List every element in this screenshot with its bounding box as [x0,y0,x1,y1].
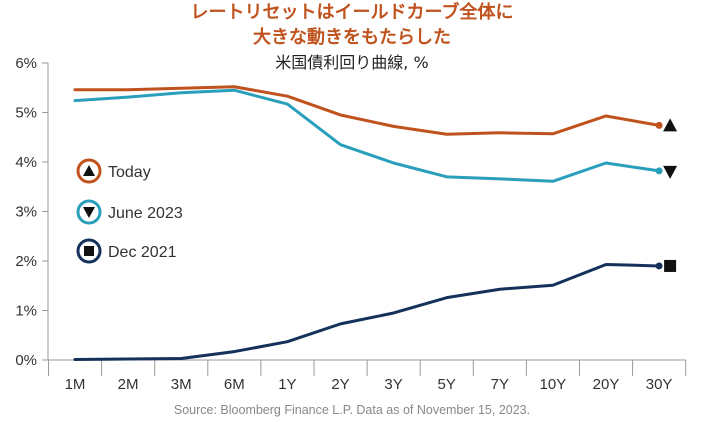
triangle-up-icon [83,165,95,176]
square-icon [84,246,94,256]
x-tick-label: 2Y [331,376,349,393]
y-tick-label: 1% [15,303,37,320]
x-tick-label: 2M [118,376,139,393]
x-tick-label: 1Y [278,376,296,393]
chart-title-line2: 大きな動きをもたらした [253,26,451,48]
x-tick-label: 6M [224,376,245,393]
y-tick-label: 0% [15,352,37,369]
legend-item: June 2023 [76,199,183,225]
x-tick-label: 7Y [491,376,509,393]
legend-label: Dec 2021 [108,244,177,261]
series-end-dot-june-2023 [655,167,663,175]
end-marker-triangle-up-icon [663,118,678,132]
series-line-dec-2021 [73,262,661,362]
legend: Today June 2023 Dec 2021 [76,158,183,264]
y-tick-label: 6% [15,55,37,72]
y-tick-label: 3% [15,204,37,221]
chart-subtitle: 米国債利回り曲線, % [275,53,428,72]
x-tick-label: 5Y [438,376,456,393]
x-tick-label: 20Y [593,376,620,393]
x-tick-label: 1M [65,376,86,393]
y-tick-label: 5% [15,105,37,122]
legend-item: Today [76,158,151,184]
triangle-down-icon [83,207,95,218]
x-tick-label: 10Y [540,376,567,393]
series-end-dot-today [655,121,663,129]
x-tick-label: 3M [171,376,192,393]
series-layer [73,85,663,362]
legend-item: Dec 2021 [76,238,177,264]
end-marker-square-icon [664,259,677,272]
x-tick-label: 3Y [384,376,402,393]
y-tick-label: 4% [15,154,37,171]
series-line-today [73,85,661,136]
end-markers [663,118,678,272]
end-marker-triangle-down-icon [663,165,678,179]
axes: 0% 1% 2% 3% 4% 5% 6% 1M 2M 3M 6M 1Y 2Y 3Y 5Y 7Y 10Y 20Y 30… [15,55,687,393]
series-end-dot-dec-2021 [655,262,663,270]
chart-title: レートリセットはイールドカーブ全体に [191,1,514,23]
y-tick-label: 2% [15,253,37,270]
source-note: Source: Bloomberg Finance L.P. Data as o… [174,403,530,417]
series-line-june-2023 [73,88,661,183]
x-tick-label: 30Y [646,376,673,393]
legend-label: June 2023 [108,205,183,222]
legend-label: Today [108,164,151,181]
